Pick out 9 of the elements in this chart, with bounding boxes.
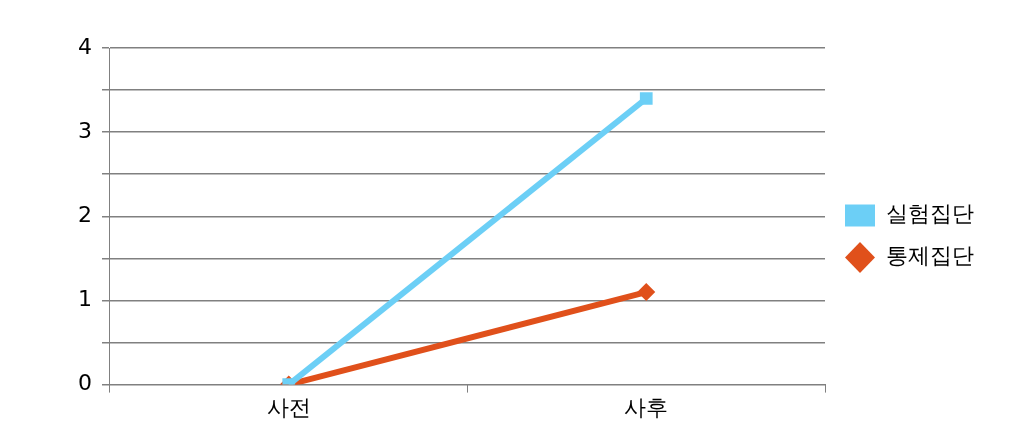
y-tick-label: 1 xyxy=(78,286,92,312)
y-tick-label: 2 xyxy=(78,202,92,228)
x-tick-label: 사전 xyxy=(266,394,311,420)
legend-label: 실험집단 xyxy=(886,201,974,227)
y-tick-label: 0 xyxy=(78,370,92,396)
legend-label: 통제집단 xyxy=(886,243,974,269)
x-tick-label: 사후 xyxy=(624,394,669,420)
y-tick-label: 3 xyxy=(78,117,92,143)
y-tick-label: 4 xyxy=(78,33,92,59)
